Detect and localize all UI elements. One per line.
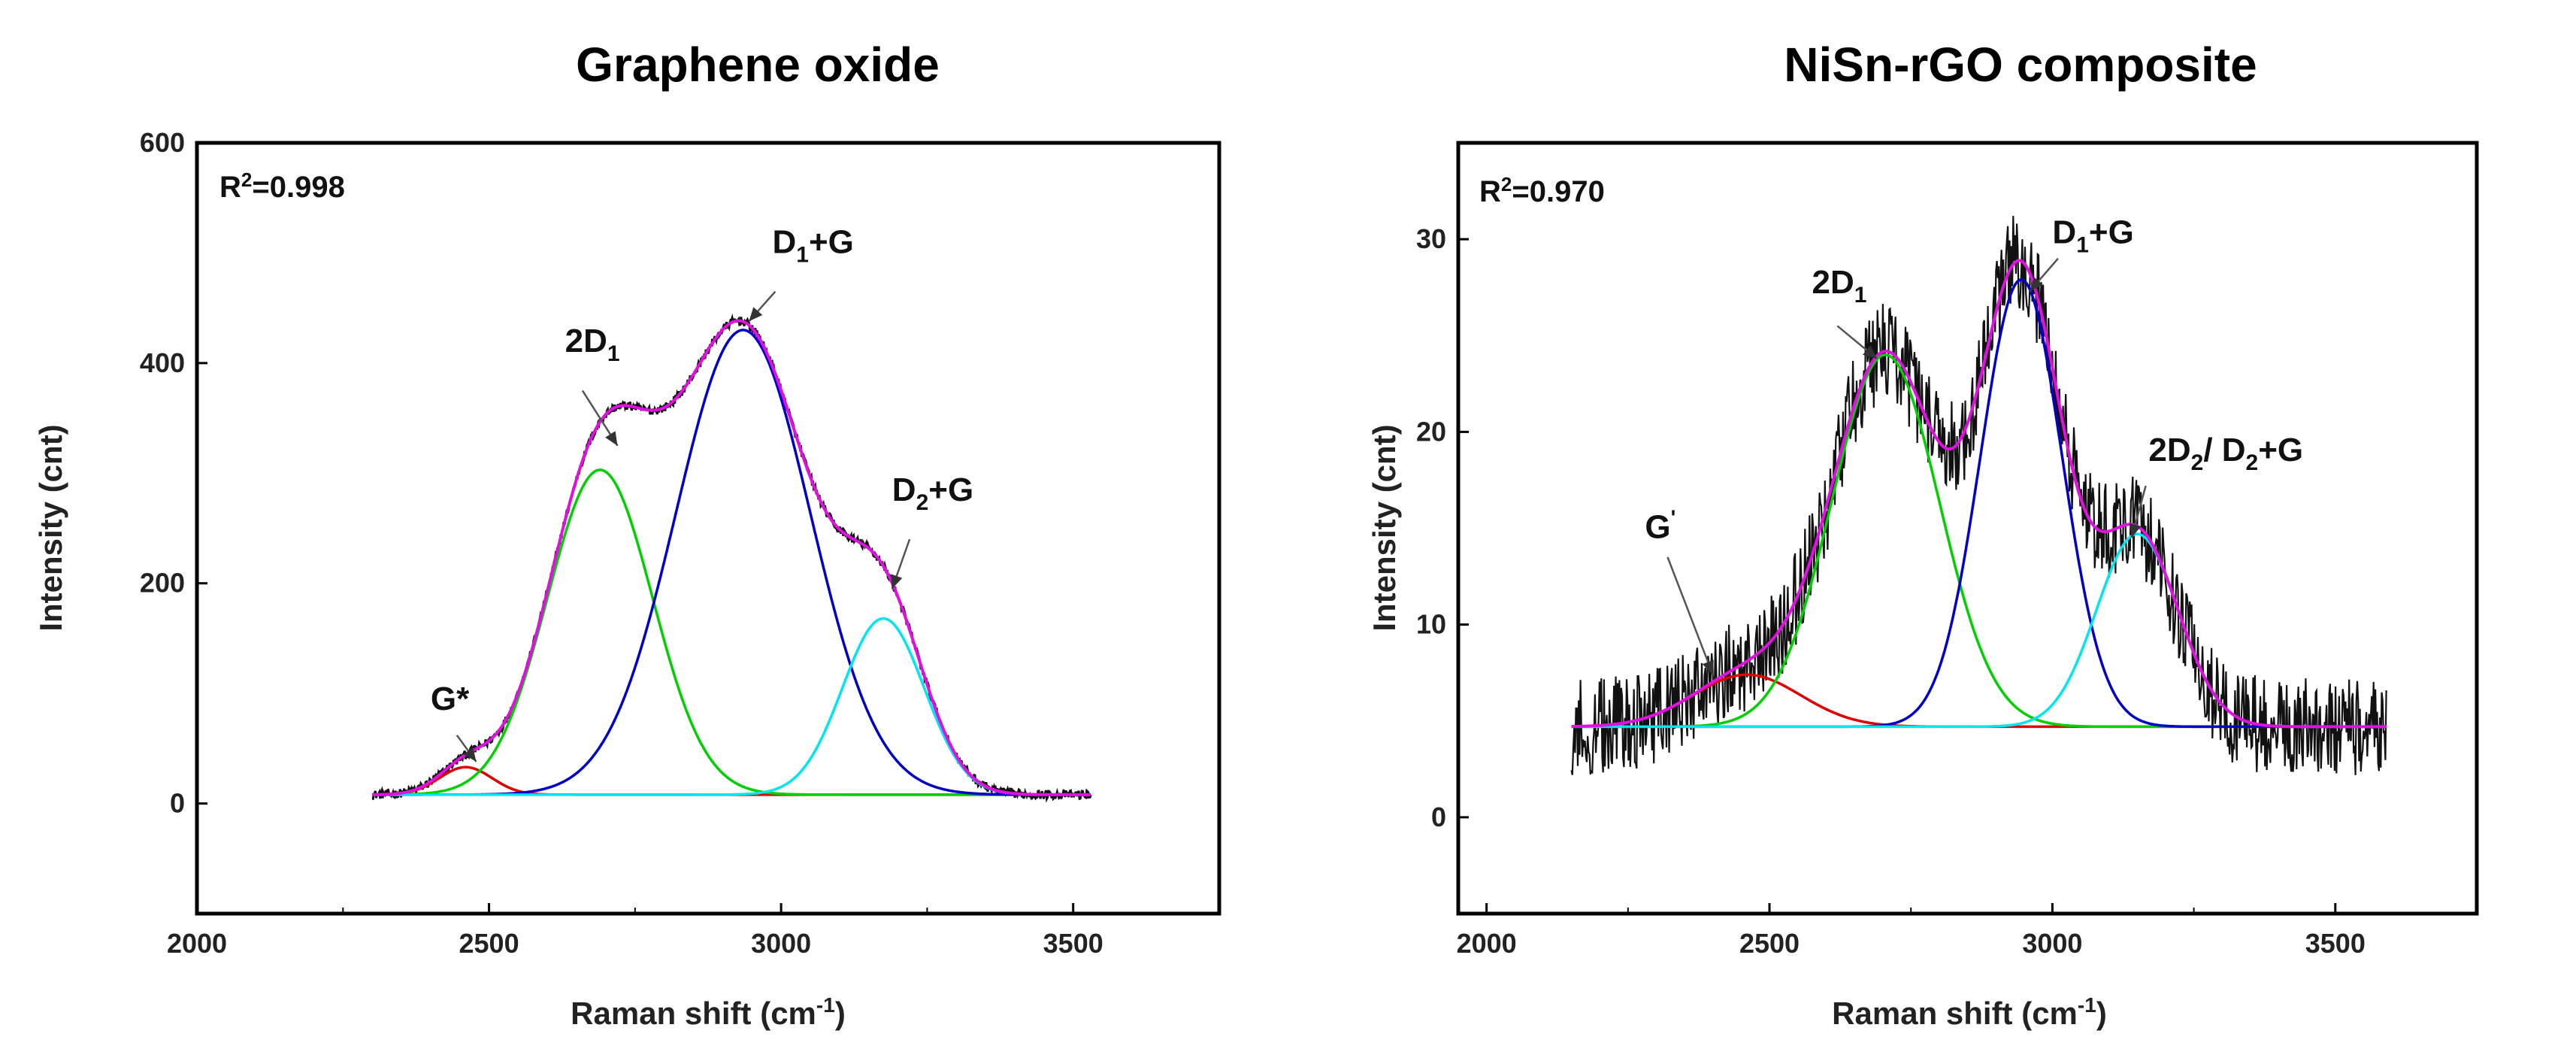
x-tick-label: 2500 <box>459 928 519 959</box>
x-tick-label: 3000 <box>751 928 811 959</box>
peak-annotation: G' <box>1645 505 1675 545</box>
peak-annotation: 2D2/ D2+G <box>2148 432 2303 475</box>
peak-annotation: D1+G <box>772 223 853 267</box>
panel-nisn-rgo: NiSn-rGO composite 2000 2500 3000 350001020… <box>1367 38 2479 1031</box>
y-tick-label: 20 <box>1416 416 1446 447</box>
annotation-arrow-head <box>1702 659 1714 675</box>
peak-annotation: D1+G <box>2052 214 2133 257</box>
x-axis-label: Raman shift (cm-1) <box>571 993 846 1031</box>
annotation-arrow-head <box>749 307 763 322</box>
r-squared-label: R2=0.970 <box>1479 173 1605 208</box>
panel-title: Graphene oxide <box>576 38 940 92</box>
annotation-arrow-line <box>1666 556 1714 675</box>
r-squared-label: R2=0.998 <box>219 168 345 204</box>
raw-spectrum-line <box>371 313 1092 803</box>
y-tick-label: 0 <box>170 788 185 819</box>
y-tick-label: 0 <box>1431 802 1446 832</box>
cumulative-fit-line <box>1571 259 2387 729</box>
x-axis-label: Raman shift (cm-1) <box>1832 993 2107 1031</box>
peak-annotation: D2+G <box>892 471 973 515</box>
y-tick-label: 600 <box>140 127 185 158</box>
x-tick-label: 2000 <box>167 928 227 959</box>
peak-annotation: 2D1 <box>1812 264 1866 308</box>
x-tick-label: 3000 <box>2022 928 2082 959</box>
annotations: G* 2D1 D1+G D2+G <box>431 223 973 762</box>
x-tick-label: 2500 <box>1739 928 1800 959</box>
x-tick-label: 2000 <box>1457 928 1517 959</box>
y-tick-label: 10 <box>1416 609 1446 640</box>
y-axis-label: Intensity (cnt) <box>1367 424 1402 631</box>
annotation-arrow-head <box>1863 345 1878 359</box>
peak-annotation: G* <box>431 681 470 717</box>
y-tick-label: 30 <box>1416 223 1446 254</box>
cumulative-fit-line <box>371 319 1091 796</box>
panel-graphene-oxide: Graphene oxide 2000 2500 3000 3500 0 200 400 60… <box>33 38 1221 1031</box>
peak-component-line <box>372 617 1091 796</box>
annotation-arrow-head <box>463 747 477 762</box>
peak-component-line <box>372 329 1091 796</box>
peak-annotation: 2D1 <box>565 323 620 366</box>
annotations: G' 2D1 D1+G 2D2/ D2+G <box>1645 214 2303 675</box>
axis-ticks: 2000 2500 3000 3500 0 200 400 600 <box>140 127 1103 959</box>
annotation-arrow-head <box>891 574 903 589</box>
panel-title: NiSn-rGO composite <box>1784 38 2257 92</box>
annotation-arrow-head <box>2129 523 2142 538</box>
y-axis-label: Intensity (cnt) <box>33 424 68 631</box>
y-tick-label: 200 <box>140 568 185 599</box>
plot-frame <box>195 141 1221 916</box>
axis-ticks: 2000 2500 3000 3500 0 10 20 30 <box>1416 223 2366 959</box>
annotation-arrow-head <box>605 431 618 446</box>
series-group <box>371 313 1092 803</box>
annotation-arrow-head <box>2030 277 2044 292</box>
x-tick-label: 3500 <box>1043 928 1103 959</box>
raw-spectrum-line <box>1570 216 2387 775</box>
y-tick-label: 400 <box>140 347 185 378</box>
plot-frame <box>1456 141 2479 916</box>
series-group <box>1570 216 2387 775</box>
peak-component-line <box>372 468 1091 796</box>
x-tick-label: 3500 <box>2305 928 2366 959</box>
